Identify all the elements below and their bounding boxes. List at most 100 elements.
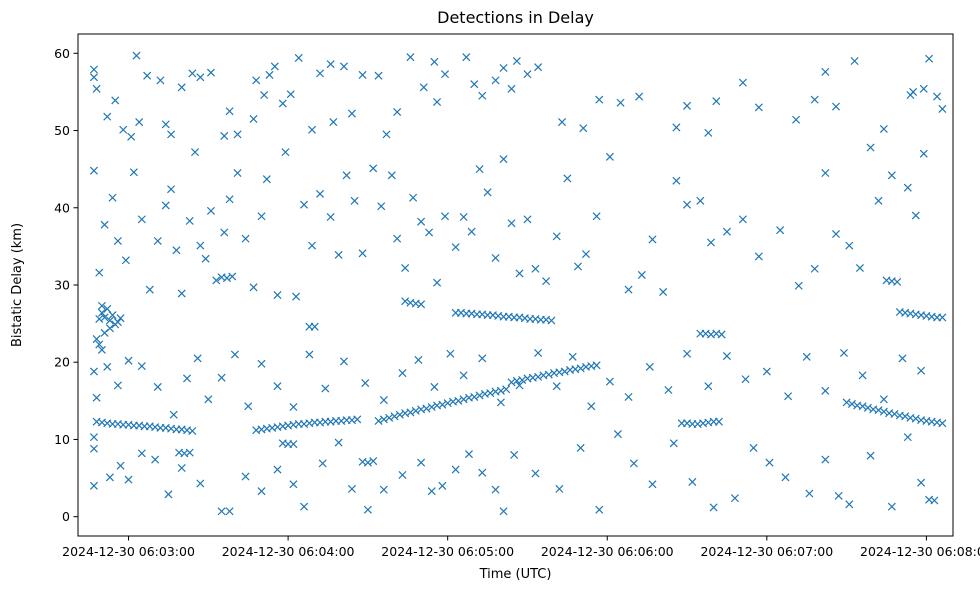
data-point-marker	[581, 250, 591, 259]
data-point-marker	[659, 287, 668, 296]
data-point-marker	[874, 406, 883, 415]
data-point-marker	[347, 484, 356, 493]
data-point-marker	[427, 403, 436, 412]
data-point-marker	[244, 402, 253, 411]
data-point-marker	[558, 118, 567, 127]
data-point-marker	[563, 174, 572, 183]
data-point-marker	[119, 125, 128, 134]
data-point-marker	[358, 70, 367, 79]
data-point-marker	[741, 375, 750, 384]
data-point-marker	[156, 76, 165, 85]
data-point-marker	[350, 196, 359, 205]
data-point-marker	[206, 68, 216, 77]
data-point-marker	[683, 101, 692, 110]
data-point-marker	[196, 73, 205, 82]
data-point-marker	[220, 228, 229, 237]
data-point-marker	[334, 250, 343, 259]
data-point-marker	[491, 485, 500, 494]
data-point-marker	[196, 241, 205, 250]
data-point-marker	[930, 496, 939, 505]
data-point-marker	[592, 212, 601, 221]
data-point-marker	[379, 485, 388, 494]
data-point-marker	[289, 403, 298, 412]
data-point-marker	[810, 264, 819, 273]
data-point-marker	[499, 507, 508, 516]
data-point-marker	[613, 430, 622, 439]
y-tick-label: 40	[54, 200, 70, 215]
x-tick-label: 2024-12-30 06:03:00	[62, 544, 195, 559]
data-point-marker	[89, 166, 98, 175]
data-point-marker	[177, 464, 186, 473]
data-point-marker	[911, 211, 920, 220]
data-point-marker	[890, 409, 899, 418]
data-point-marker	[515, 381, 524, 390]
data-point-marker	[925, 54, 934, 63]
data-point-marker	[592, 361, 601, 370]
data-point-marker	[507, 219, 516, 228]
data-point-marker	[105, 473, 114, 482]
data-point-marker	[933, 92, 942, 101]
y-tick-label: 0	[62, 509, 70, 524]
data-point-marker	[792, 115, 801, 124]
data-point-marker	[624, 392, 633, 402]
data-point-marker	[470, 392, 479, 402]
data-point-marker	[406, 408, 415, 417]
data-point-marker	[438, 481, 447, 490]
data-point-marker	[289, 480, 298, 489]
data-point-marker	[704, 128, 713, 137]
data-point-marker	[417, 458, 426, 467]
data-point-marker	[116, 314, 125, 323]
data-point-marker	[576, 364, 585, 373]
data-point-marker	[97, 301, 106, 310]
data-point-marker	[738, 78, 747, 87]
data-point-marker	[847, 399, 856, 408]
data-point-marker	[358, 249, 367, 258]
data-point-marker	[917, 478, 926, 487]
data-point-marker	[257, 487, 266, 496]
x-tick-label: 2024-12-30 06:08:00	[860, 544, 980, 559]
data-point-marker	[393, 107, 402, 117]
data-point-marker	[507, 84, 516, 93]
data-point-marker	[648, 480, 657, 489]
data-point-marker	[273, 291, 282, 300]
data-point-marker	[672, 123, 681, 132]
data-point-marker	[292, 292, 301, 301]
data-point-marker	[587, 402, 596, 411]
x-tick-label: 2024-12-30 06:06:00	[541, 544, 674, 559]
x-tick-label: 2024-12-30 06:07:00	[700, 544, 833, 559]
data-point-marker	[754, 103, 763, 112]
data-point-marker	[281, 148, 290, 157]
data-point-marker	[398, 470, 407, 480]
data-point-marker	[552, 382, 561, 391]
data-point-marker	[177, 289, 186, 298]
data-point-marker	[805, 489, 814, 498]
data-point-marker	[422, 404, 431, 413]
data-point-marker	[669, 439, 678, 448]
data-point-marker	[938, 313, 947, 322]
data-point-marker	[440, 70, 450, 79]
data-point-marker	[712, 97, 721, 106]
data-point-marker	[230, 350, 239, 359]
data-point-marker	[459, 395, 468, 404]
data-point-marker	[387, 171, 396, 180]
data-point-marker	[135, 118, 144, 127]
data-point-marker	[568, 352, 577, 361]
data-point-marker	[512, 57, 521, 66]
data-point-marker	[339, 62, 348, 71]
data-point-marker	[92, 84, 101, 93]
data-point-marker	[440, 212, 450, 221]
data-point-marker	[249, 114, 258, 123]
data-point-marker	[696, 196, 705, 205]
data-point-marker	[103, 304, 112, 313]
data-point-marker	[185, 216, 194, 225]
data-point-marker	[169, 410, 178, 419]
data-point-marker	[560, 367, 569, 376]
data-point-marker	[374, 416, 383, 425]
data-point-marker	[919, 149, 928, 158]
data-point-marker	[635, 92, 644, 101]
data-point-marker	[478, 91, 487, 100]
data-point-marker	[762, 367, 771, 376]
data-point-marker	[116, 461, 125, 470]
data-point-marker	[204, 395, 213, 404]
data-point-marker	[664, 386, 673, 395]
